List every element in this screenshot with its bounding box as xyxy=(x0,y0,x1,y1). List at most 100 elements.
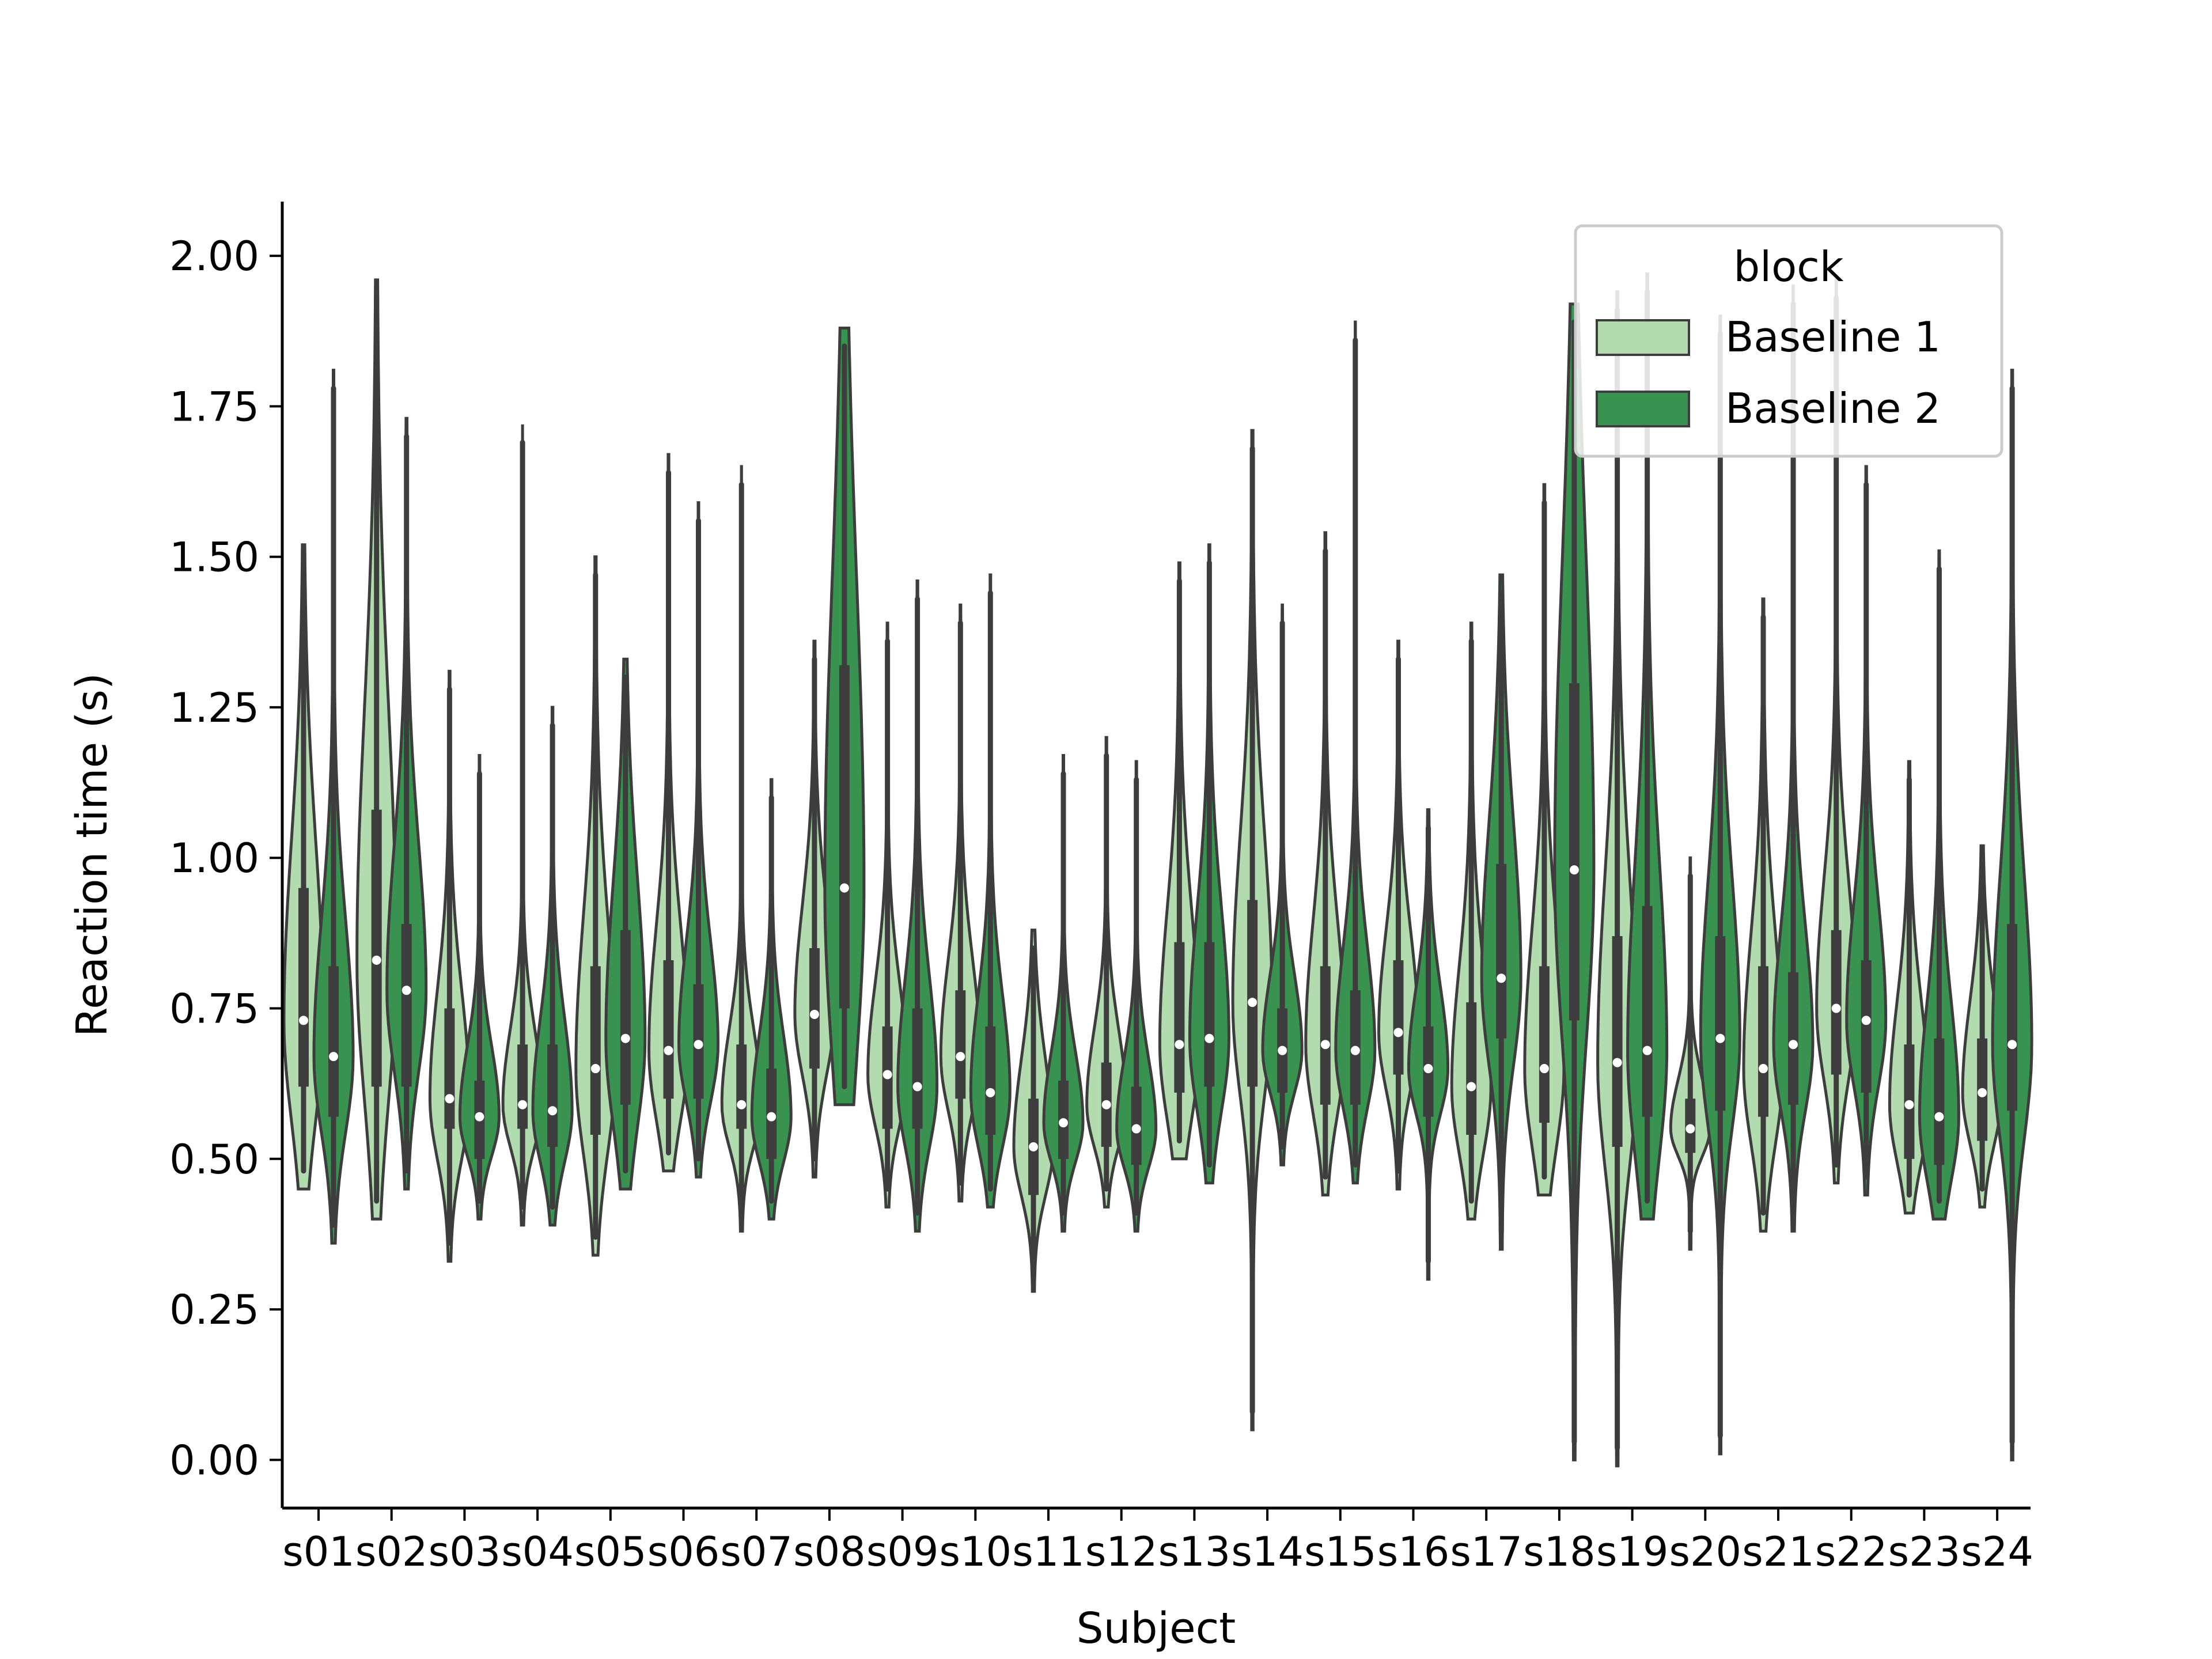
median-dot-baseline-2-s05 xyxy=(620,1033,630,1043)
median-dot-baseline-2-s11 xyxy=(1059,1118,1068,1128)
x-tick-label: s21 xyxy=(1742,1528,1815,1575)
median-dot-baseline-1-s22 xyxy=(1831,1003,1841,1013)
iqr-box-baseline-2-s01 xyxy=(328,966,339,1117)
iqr-box-baseline-1-s01 xyxy=(298,888,309,1087)
y-tick-label: 1.00 xyxy=(169,835,259,882)
median-dot-baseline-2-s22 xyxy=(1861,1016,1871,1025)
iqr-box-baseline-2-s19 xyxy=(1642,906,1653,1117)
x-tick-label: s17 xyxy=(1450,1528,1522,1575)
median-dot-baseline-1-s18 xyxy=(1539,1064,1549,1074)
x-tick-label: s15 xyxy=(1304,1528,1377,1575)
iqr-box-baseline-2-s05 xyxy=(620,930,631,1105)
iqr-box-baseline-2-s20 xyxy=(1715,936,1726,1111)
median-dot-baseline-2-s03 xyxy=(475,1112,484,1122)
iqr-box-baseline-2-s02 xyxy=(401,924,412,1087)
iqr-box-baseline-2-s09 xyxy=(912,1008,923,1129)
iqr-box-baseline-2-s13 xyxy=(1204,942,1215,1087)
median-dot-baseline-1-s15 xyxy=(1320,1040,1330,1050)
iqr-box-baseline-1-s17 xyxy=(1466,1002,1477,1135)
median-dot-baseline-2-s08 xyxy=(839,883,849,893)
legend-swatch-baseline-2 xyxy=(1596,391,1690,427)
x-tick-label: s18 xyxy=(1523,1528,1596,1575)
median-dot-baseline-1-s10 xyxy=(956,1052,965,1062)
median-dot-baseline-1-s13 xyxy=(1175,1040,1184,1050)
iqr-box-baseline-2-s08 xyxy=(839,665,850,1009)
median-dot-baseline-1-s04 xyxy=(518,1100,528,1109)
iqr-box-baseline-1-s16 xyxy=(1393,960,1404,1075)
legend-title: block xyxy=(1733,243,1843,291)
iqr-box-baseline-2-s24 xyxy=(2007,924,2018,1111)
median-dot-baseline-1-s08 xyxy=(809,1009,819,1019)
median-dot-baseline-1-s20 xyxy=(1685,1124,1695,1134)
x-tick-label: s11 xyxy=(1012,1528,1085,1575)
median-dot-baseline-1-s02 xyxy=(372,955,381,965)
iqr-box-baseline-2-s22 xyxy=(1861,960,1872,1093)
y-tick-label: 0.75 xyxy=(169,986,259,1033)
y-tick-label: 0.50 xyxy=(169,1136,259,1183)
median-dot-baseline-2-s18 xyxy=(1569,865,1579,875)
median-dot-baseline-1-s06 xyxy=(664,1046,673,1055)
legend-label-baseline-1: Baseline 1 xyxy=(1725,313,1941,361)
iqr-box-baseline-2-s17 xyxy=(1496,863,1507,1039)
y-tick-label: 2.00 xyxy=(169,233,259,280)
iqr-box-baseline-1-s06 xyxy=(663,960,674,1099)
iqr-box-baseline-2-s23 xyxy=(1934,1038,1945,1165)
x-tick-label: s16 xyxy=(1377,1528,1450,1575)
median-dot-baseline-2-s01 xyxy=(329,1052,338,1062)
x-tick-label: s06 xyxy=(647,1528,720,1575)
legend-swatch-baseline-1 xyxy=(1596,319,1690,356)
y-axis-ticks: 0.00 0.25 0.50 0.75 1.00 1.25 1.50 1.75 2.00 xyxy=(169,233,282,1484)
x-tick-label: s10 xyxy=(940,1528,1012,1575)
median-dot-baseline-1-s03 xyxy=(445,1094,454,1104)
x-tick-label: s14 xyxy=(1231,1528,1304,1575)
median-dot-baseline-1-s19 xyxy=(1612,1058,1622,1067)
iqr-box-baseline-2-s18 xyxy=(1569,683,1580,1021)
median-dot-baseline-1-s14 xyxy=(1248,998,1257,1007)
iqr-box-baseline-1-s18 xyxy=(1539,966,1550,1123)
median-dot-baseline-1-s12 xyxy=(1101,1100,1111,1109)
median-dot-baseline-1-s07 xyxy=(737,1100,747,1109)
median-dot-baseline-2-s23 xyxy=(1934,1112,1944,1122)
x-tick-label: s24 xyxy=(1961,1528,2033,1575)
x-tick-label: s12 xyxy=(1085,1528,1158,1575)
iqr-box-baseline-1-s10 xyxy=(955,990,966,1099)
median-dot-baseline-2-s17 xyxy=(1497,974,1506,983)
median-dot-baseline-1-s09 xyxy=(882,1070,892,1080)
median-dot-baseline-1-s24 xyxy=(1978,1088,1987,1097)
x-tick-label: s02 xyxy=(355,1528,428,1575)
median-dot-baseline-1-s21 xyxy=(1759,1064,1768,1074)
x-tick-label: s23 xyxy=(1888,1528,1961,1575)
median-dot-baseline-2-s19 xyxy=(1642,1046,1652,1055)
x-tick-label: s04 xyxy=(501,1528,574,1575)
iqr-box-baseline-1-s21 xyxy=(1758,966,1768,1117)
median-dot-baseline-2-s10 xyxy=(986,1088,995,1097)
legend: block Baseline 1 Baseline 2 xyxy=(1574,224,2003,458)
iqr-box-baseline-2-s04 xyxy=(547,1044,558,1147)
x-tick-label: s13 xyxy=(1158,1528,1231,1575)
iqr-box-baseline-1-s15 xyxy=(1320,966,1331,1105)
median-dot-baseline-2-s21 xyxy=(1789,1040,1798,1050)
median-dot-baseline-1-s11 xyxy=(1029,1142,1038,1152)
x-tick-label: s08 xyxy=(793,1528,866,1575)
x-tick-label: s19 xyxy=(1596,1528,1669,1575)
iqr-box-baseline-1-s05 xyxy=(590,966,601,1135)
median-dot-baseline-2-s14 xyxy=(1278,1046,1287,1055)
median-dot-baseline-2-s15 xyxy=(1350,1046,1360,1055)
iqr-box-baseline-2-s21 xyxy=(1788,972,1798,1105)
median-dot-baseline-2-s13 xyxy=(1205,1033,1214,1043)
iqr-box-baseline-1-s13 xyxy=(1174,942,1185,1093)
median-dot-baseline-2-s02 xyxy=(402,986,411,995)
x-tick-label: s07 xyxy=(720,1528,793,1575)
median-dot-baseline-2-s16 xyxy=(1423,1064,1433,1074)
median-dot-baseline-2-s04 xyxy=(548,1106,558,1116)
median-dot-baseline-2-s20 xyxy=(1715,1033,1725,1043)
x-tick-label: s05 xyxy=(574,1528,647,1575)
iqr-box-baseline-2-s10 xyxy=(985,1026,996,1135)
iqr-box-baseline-1-s02 xyxy=(371,809,382,1087)
legend-label-baseline-2: Baseline 2 xyxy=(1725,384,1941,433)
x-tick-label: s01 xyxy=(282,1528,355,1575)
x-axis-label: Subject xyxy=(1077,1604,1236,1653)
x-tick-label: s03 xyxy=(429,1528,501,1575)
median-dot-baseline-1-s23 xyxy=(1904,1100,1914,1109)
